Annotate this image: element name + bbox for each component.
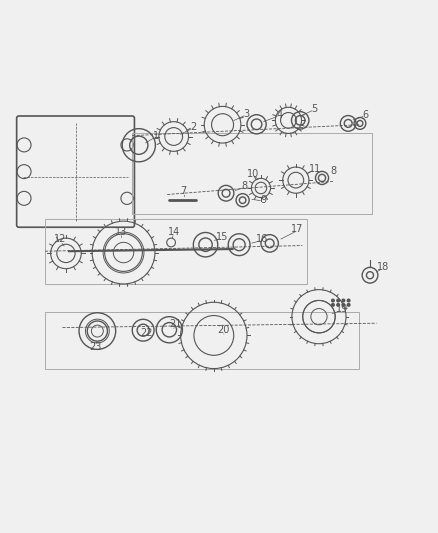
Circle shape bbox=[346, 299, 349, 302]
Text: 17: 17 bbox=[290, 224, 303, 235]
Text: 7: 7 bbox=[180, 186, 187, 196]
Circle shape bbox=[331, 299, 333, 302]
Text: 8: 8 bbox=[241, 181, 247, 191]
Circle shape bbox=[346, 304, 349, 306]
Text: 1: 1 bbox=[153, 131, 159, 141]
Text: 2: 2 bbox=[190, 122, 196, 132]
Text: 22: 22 bbox=[140, 328, 152, 338]
Text: 13: 13 bbox=[115, 227, 127, 237]
Text: 11: 11 bbox=[308, 164, 320, 174]
Text: 5: 5 bbox=[311, 103, 317, 114]
Text: 3: 3 bbox=[243, 109, 249, 119]
Text: 18: 18 bbox=[376, 262, 389, 272]
Circle shape bbox=[336, 299, 339, 302]
Bar bbox=[45, 219, 306, 284]
Text: 23: 23 bbox=[89, 342, 101, 352]
Text: 15: 15 bbox=[215, 232, 227, 242]
Bar bbox=[45, 312, 358, 369]
Text: 4: 4 bbox=[276, 110, 282, 120]
Text: 14: 14 bbox=[167, 227, 180, 237]
Circle shape bbox=[341, 304, 344, 306]
Text: 9: 9 bbox=[259, 195, 265, 205]
Bar bbox=[132, 133, 371, 214]
Text: 8: 8 bbox=[330, 166, 336, 175]
Text: 16: 16 bbox=[255, 235, 268, 245]
Circle shape bbox=[341, 299, 344, 302]
Text: 12: 12 bbox=[54, 235, 66, 245]
Circle shape bbox=[331, 304, 333, 306]
Text: 19: 19 bbox=[336, 304, 348, 314]
Text: 10: 10 bbox=[247, 169, 259, 179]
Text: 21: 21 bbox=[170, 319, 182, 329]
Text: 20: 20 bbox=[217, 325, 230, 335]
Circle shape bbox=[336, 304, 339, 306]
Text: 6: 6 bbox=[362, 110, 368, 120]
